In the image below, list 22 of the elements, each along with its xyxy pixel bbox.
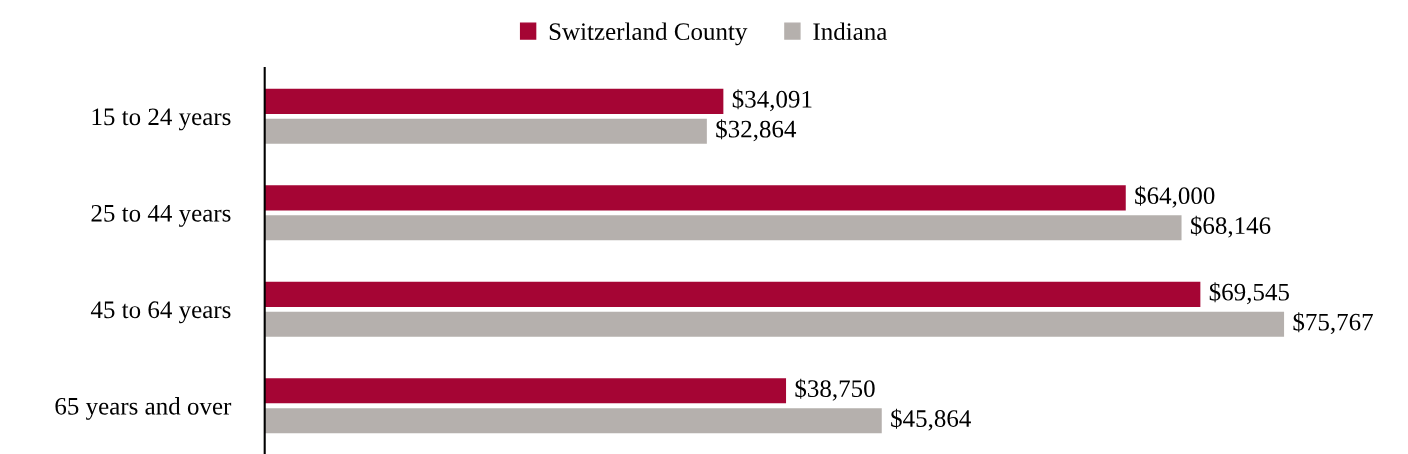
data-label: $38,750 (795, 378, 875, 401)
bar (264, 311, 1285, 337)
bar (264, 408, 882, 434)
y-tick-label: 25 to 44 years (91, 204, 231, 227)
legend-label: Switzerland County (549, 22, 748, 46)
data-label: $69,545 (1209, 282, 1289, 305)
y-tick-label: 45 to 64 years (90, 301, 231, 324)
legend-label: Indiana (813, 22, 888, 41)
bar (264, 378, 787, 404)
data-label: $45,864 (891, 408, 971, 431)
data-label: $34,091 (732, 89, 812, 112)
data-label: $75,767 (1293, 312, 1373, 335)
bar (264, 88, 724, 114)
bar (264, 215, 1182, 241)
y-tick-label: 15 to 24 years (92, 108, 231, 131)
bar (264, 281, 1201, 307)
data-label: $32,864 (716, 119, 797, 142)
data-label: $68,146 (1190, 215, 1271, 238)
bar (264, 185, 1126, 211)
y-tick-label: 65 years and over (55, 397, 232, 420)
bar (264, 118, 707, 144)
data-label: $64,000 (1135, 185, 1215, 208)
